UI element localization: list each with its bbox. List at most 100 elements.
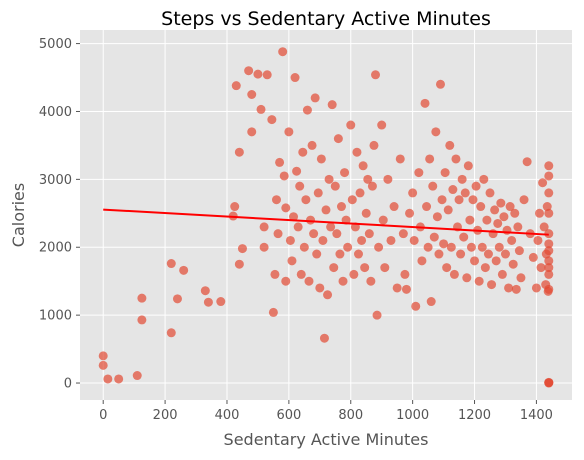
data-point <box>467 243 476 252</box>
data-point <box>501 250 510 259</box>
data-point <box>433 212 442 221</box>
data-point <box>281 277 290 286</box>
y-tick-label: 4000 <box>39 105 72 120</box>
data-point <box>520 195 529 204</box>
data-point <box>479 175 488 184</box>
data-point <box>352 148 361 157</box>
data-point <box>278 47 287 56</box>
data-point <box>269 308 278 317</box>
data-point <box>532 283 541 292</box>
data-point <box>468 195 477 204</box>
data-point <box>291 73 300 82</box>
data-point <box>348 195 357 204</box>
data-point <box>216 297 225 306</box>
data-point <box>512 285 521 294</box>
data-point <box>114 374 123 383</box>
data-point <box>482 216 491 225</box>
data-point <box>303 106 312 115</box>
data-point <box>439 239 448 248</box>
data-point <box>544 378 553 387</box>
data-point <box>320 334 329 343</box>
data-point <box>286 236 295 245</box>
data-point <box>359 161 368 170</box>
y-tick-label: 1000 <box>39 309 72 324</box>
data-point <box>346 121 355 130</box>
data-point <box>465 216 474 225</box>
data-point <box>425 154 434 163</box>
data-point <box>458 175 467 184</box>
data-point <box>371 70 380 79</box>
data-point <box>513 222 522 231</box>
data-point <box>314 188 323 197</box>
data-point <box>495 243 504 252</box>
data-point <box>304 277 313 286</box>
data-point <box>450 270 459 279</box>
data-point <box>476 202 485 211</box>
data-point <box>317 154 326 163</box>
chart-title: Steps vs Sedentary Active Minutes <box>161 8 491 30</box>
data-point <box>396 154 405 163</box>
data-point <box>374 243 383 252</box>
data-point <box>523 157 532 166</box>
data-point <box>369 141 378 150</box>
data-point <box>328 100 337 109</box>
data-point <box>331 182 340 191</box>
data-point <box>287 256 296 265</box>
data-point <box>484 250 493 259</box>
data-point <box>456 250 465 259</box>
data-point <box>280 171 289 180</box>
data-point <box>537 263 546 272</box>
data-point <box>247 90 256 99</box>
data-point <box>238 244 247 253</box>
data-point <box>137 315 146 324</box>
data-point <box>335 250 344 259</box>
data-point <box>260 243 269 252</box>
data-point <box>167 259 176 268</box>
data-point <box>204 298 213 307</box>
data-point <box>260 222 269 231</box>
data-point <box>441 168 450 177</box>
data-point <box>292 167 301 176</box>
data-point <box>99 361 108 370</box>
data-point <box>201 286 210 295</box>
data-point <box>295 182 304 191</box>
data-point <box>472 182 481 191</box>
x-tick-label: 800 <box>338 408 363 423</box>
data-point <box>179 266 188 275</box>
data-point <box>294 222 303 231</box>
data-point <box>544 171 553 180</box>
data-point <box>390 202 399 211</box>
data-point <box>544 188 553 197</box>
data-point <box>386 236 395 245</box>
data-point <box>137 294 146 303</box>
data-point <box>405 209 414 218</box>
x-tick-label: 1200 <box>458 408 491 423</box>
data-point <box>393 283 402 292</box>
data-point <box>504 283 513 292</box>
data-point <box>487 280 496 289</box>
data-point <box>235 260 244 269</box>
x-tick-label: 1400 <box>520 408 553 423</box>
data-point <box>379 216 388 225</box>
data-point <box>399 229 408 238</box>
data-point <box>533 236 542 245</box>
data-point <box>510 209 519 218</box>
data-point <box>470 256 479 265</box>
data-point <box>515 246 524 255</box>
data-point <box>544 246 553 255</box>
data-point <box>411 302 420 311</box>
data-point <box>230 202 239 211</box>
data-point <box>438 195 447 204</box>
data-point <box>301 195 310 204</box>
y-tick-label: 3000 <box>39 173 72 188</box>
y-tick-label: 0 <box>64 377 72 392</box>
data-point <box>383 175 392 184</box>
data-point <box>430 233 439 242</box>
data-point <box>329 263 338 272</box>
data-point <box>356 188 365 197</box>
data-point <box>431 127 440 136</box>
data-point <box>373 311 382 320</box>
data-point <box>544 285 553 294</box>
data-point <box>462 273 471 282</box>
data-point <box>459 233 468 242</box>
